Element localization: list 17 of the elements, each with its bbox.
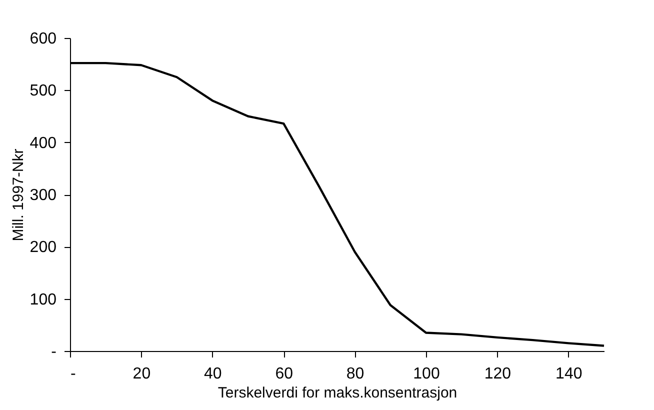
x-axis-title: Terskelverdi for maks.konsentrasjon — [218, 384, 458, 402]
x-tick-label: 140 — [556, 366, 582, 382]
y-tick-label: 600 — [30, 30, 57, 48]
x-tick-label: 120 — [484, 366, 512, 382]
y-tick-label: 500 — [30, 82, 57, 100]
y-tick-label: 400 — [30, 134, 57, 152]
x-tick-label: 80 — [346, 366, 364, 382]
x-tick-label: 60 — [275, 366, 294, 382]
x-tick-label: - — [70, 366, 76, 382]
x-tick-label: 100 — [413, 366, 440, 382]
y-axis-title: Mill. 1997-Nkr — [10, 148, 27, 242]
y-tick-label: - — [51, 344, 56, 360]
y-tick-label: 200 — [30, 239, 57, 256]
y-tick-label: 100 — [30, 291, 57, 308]
y-tick-label: 300 — [30, 187, 57, 204]
x-tick-label: 20 — [132, 366, 151, 382]
x-tick-label: 40 — [204, 366, 222, 382]
